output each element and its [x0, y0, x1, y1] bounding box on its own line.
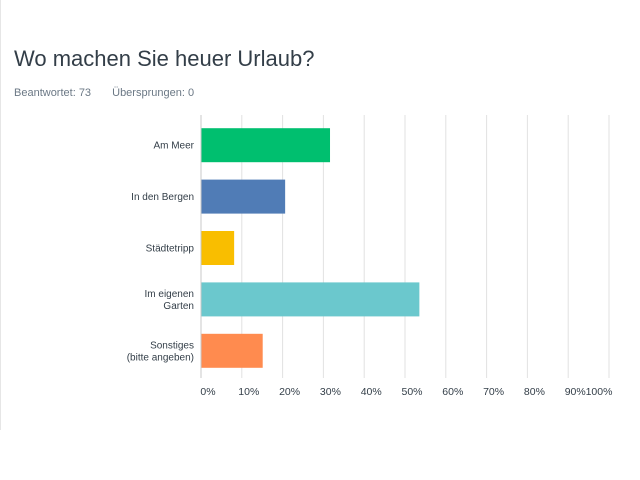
category-label: Sonstiges (bitte angeben): [127, 340, 194, 363]
bar[interactable]: [201, 128, 331, 163]
x-tick-label: 60%: [442, 386, 463, 398]
x-tick-label: 0%: [200, 386, 215, 398]
answered-count: Beantwortet: 73: [14, 87, 92, 99]
x-tick-label: 20%: [279, 386, 300, 398]
x-tick-label: 80%: [524, 386, 545, 398]
bar[interactable]: [201, 179, 286, 214]
category-label: Städtetripp: [146, 244, 195, 255]
bars: [201, 128, 420, 368]
x-tick-label: 40%: [361, 386, 382, 398]
x-tick-label: 10%: [238, 386, 259, 398]
category-label: Im eigenen Garten: [145, 289, 194, 312]
x-axis-ticks: 0% 10% 20% 30% 40% 50% 60% 70% 80% 90% 100%: [200, 386, 612, 398]
x-tick-label: 50%: [401, 386, 422, 398]
x-tick-label: 30%: [320, 386, 341, 398]
category-label: Am Meer: [153, 141, 194, 152]
bar[interactable]: [201, 282, 420, 317]
left-border: [0, 0, 1, 430]
bar[interactable]: [201, 231, 235, 265]
category-labels: Am Meer In den Bergen Städtetripp Im eigene…: [127, 141, 195, 364]
x-tick-label: 70%: [483, 386, 504, 398]
category-label: In den Bergen: [131, 192, 194, 203]
question-title: Wo machen Sie heuer Urlaub?: [14, 46, 315, 71]
bar[interactable]: [201, 333, 263, 368]
response-stats: Beantwortet: 73 Übersprungen: 0: [14, 87, 212, 99]
skipped-count: Übersprungen: 0: [112, 87, 195, 99]
x-tick-label: 100%: [586, 386, 613, 398]
x-tick-label: 90%: [565, 386, 586, 398]
